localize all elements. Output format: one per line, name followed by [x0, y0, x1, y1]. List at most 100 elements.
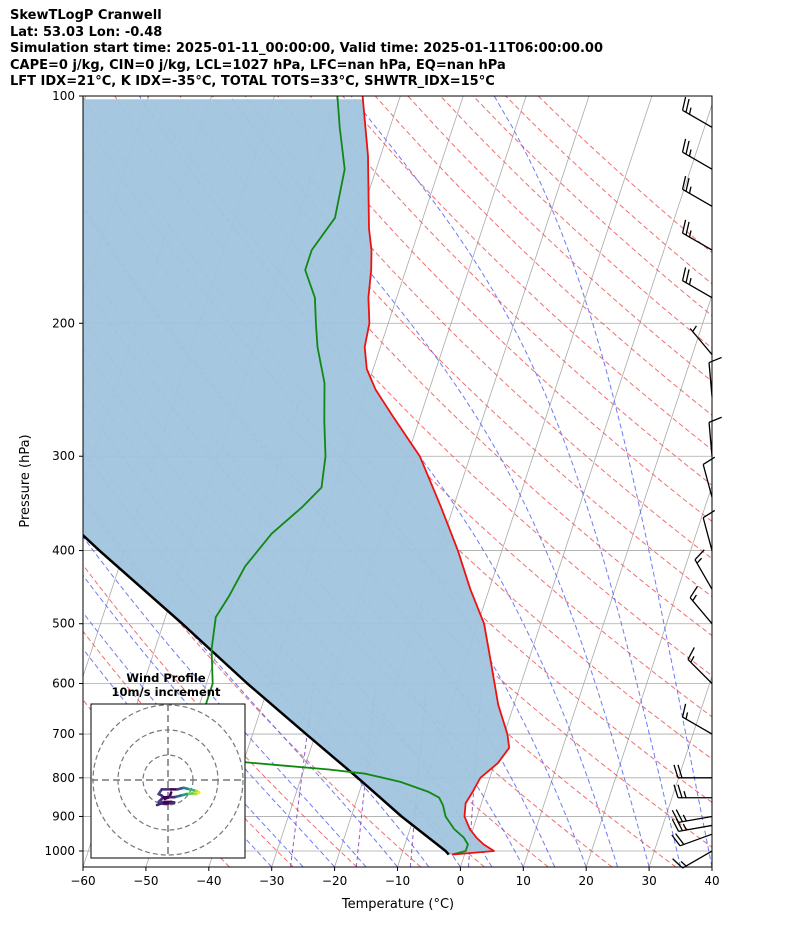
isotherm [522, 293, 712, 867]
y-tick-label: 900 [52, 809, 75, 823]
wind-barb [673, 764, 712, 779]
wind-barb-flag [692, 325, 697, 332]
moist-adiabat [83, 611, 304, 867]
wind-barb-flag [681, 138, 687, 153]
wind-barb-flag [672, 858, 683, 869]
wind-barb-staff [689, 597, 713, 625]
wind-barb-flag [671, 834, 681, 847]
x-tick-label: −20 [322, 874, 347, 888]
wind-barb-staff [708, 422, 713, 457]
dewpoint-profile-line [197, 96, 469, 856]
wind-barb [672, 850, 713, 869]
x-tick-label: 30 [641, 874, 656, 888]
wind-barb-staff [682, 280, 713, 299]
wind-barb [673, 784, 712, 799]
dry-adiabat [83, 204, 712, 848]
wind-barb-staff [682, 151, 713, 170]
wind-barb [681, 138, 713, 170]
moist-adiabat [350, 96, 681, 867]
wind-barb-flag [681, 267, 687, 281]
hodograph-title: Wind Profile [126, 671, 206, 685]
wind-barb-flag [689, 585, 699, 599]
wind-barb-flag [681, 96, 687, 111]
dry-adiabat [277, 96, 712, 523]
wind-barb-flag [688, 230, 692, 238]
wind-barb-flag [688, 277, 692, 285]
wind-barb-staff [702, 517, 713, 551]
wind-barb-flag [685, 269, 690, 283]
x-tick-label: −30 [259, 874, 284, 888]
y-tick-label: 700 [52, 727, 75, 741]
wind-barb-flag [682, 814, 687, 822]
wind-barb [681, 175, 713, 207]
x-tick-label: −60 [70, 874, 95, 888]
wind-barb-flag [708, 356, 722, 364]
x-tick-label: 20 [579, 874, 594, 888]
wind-barb-flag [702, 509, 716, 519]
x-axis-label: Temperature (°C) [341, 897, 454, 912]
wind-barb-flag [681, 175, 687, 190]
moist-adiabat [83, 574, 335, 867]
wind-barb-flag [685, 712, 689, 720]
wind-barb-staff [678, 824, 713, 832]
isotherm [585, 484, 712, 867]
hodograph-subtitle: 10m/s increment [112, 685, 221, 699]
wind-barb-flag [673, 764, 679, 779]
wind-barb-staff [682, 188, 713, 207]
station-location: Lat: 53.03 Lon: -0.48 [10, 24, 163, 40]
wind-barb-flag [685, 221, 690, 236]
wind-barb-flag [673, 784, 679, 798]
wind-barb-flag [681, 703, 687, 718]
wind-barb-flag [675, 833, 685, 845]
wind-barb [681, 703, 713, 735]
dry-adiabat [179, 96, 712, 637]
wind-barb [702, 509, 716, 551]
dry-adiabat [374, 96, 712, 416]
hodograph-trace [155, 802, 164, 807]
station-title: SkewTLogP Cranwell [10, 8, 162, 23]
wind-barb [689, 585, 713, 625]
dry-adiabat [83, 564, 358, 867]
wind-barb [708, 416, 722, 457]
dry-adiabat [211, 96, 712, 598]
wind-barb-flag [685, 177, 690, 192]
x-tick-label: −10 [385, 874, 410, 888]
axes: −60 −50 −40 −30 −20 −10 0 10 20 30 40 1000 900 800 700… [44, 89, 719, 888]
parcel-profile-line [83, 533, 450, 856]
wind-barb-staff [682, 109, 713, 128]
wind-barb [708, 356, 722, 397]
chart-header: SkewTLogP Cranwell Lat: 53.03 Lon: -0.48… [10, 8, 603, 91]
wind-barb-flag [685, 98, 690, 113]
wind-barb-flag [681, 219, 687, 234]
y-tick-label: 600 [52, 677, 75, 691]
dry-adiabat [505, 96, 712, 285]
y-tick-label: 500 [52, 617, 75, 631]
wind-barb-flag [694, 549, 705, 561]
y-tick-label: 300 [52, 449, 75, 463]
wind-barb [681, 267, 713, 299]
wind-barb-flag [688, 149, 692, 157]
wind-barb-flag [688, 186, 692, 194]
stability-indices: LFT IDX=21°C, K IDX=-35°C, TOTAL TOTS=33… [10, 74, 495, 90]
plot-area [83, 96, 712, 867]
wind-barb-flag [708, 416, 722, 423]
wind-barb-flag [702, 456, 716, 465]
wind-barb-staff [679, 833, 713, 847]
temperature-profile-line [361, 96, 511, 856]
dry-adiabat [309, 96, 712, 486]
isotherm [648, 675, 712, 867]
wind-barb-staff [682, 850, 713, 869]
wind-barb-flag [677, 784, 683, 798]
stability-params: CAPE=0 j/kg, CIN=0 j/kg, LCL=1027 hPa, L… [10, 57, 506, 73]
dry-adiabat [244, 96, 712, 560]
wind-barb-staff [708, 362, 713, 397]
x-tick-label: 10 [516, 874, 531, 888]
wind-barb [671, 809, 713, 823]
wind-barbs [671, 96, 722, 869]
dry-adiabat [537, 96, 712, 254]
wind-barb-flag [688, 107, 692, 115]
y-tick-label: 1000 [44, 844, 75, 858]
wind-barb-flag [692, 594, 697, 602]
wind-barb-staff [702, 464, 713, 498]
